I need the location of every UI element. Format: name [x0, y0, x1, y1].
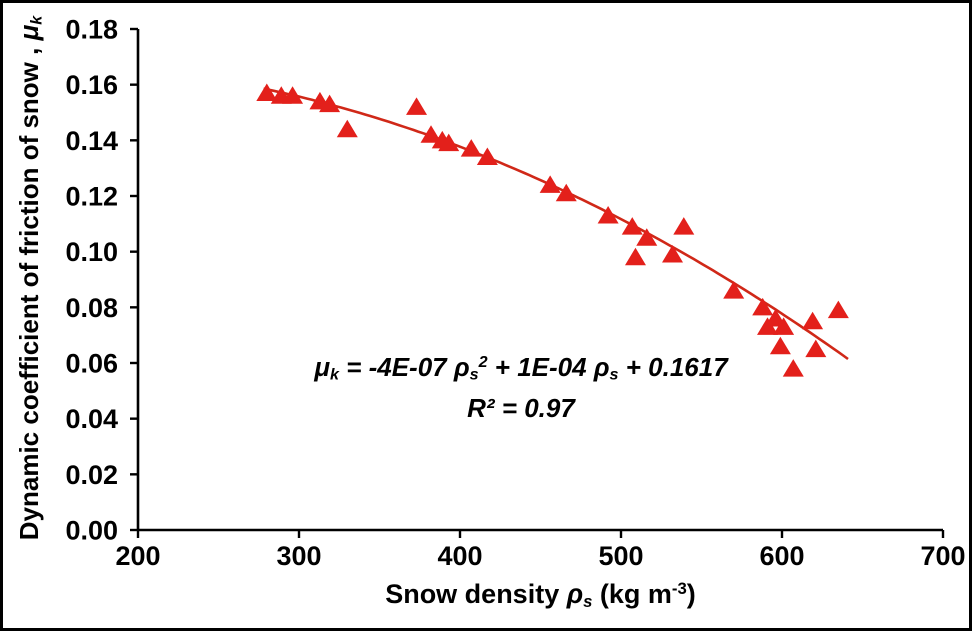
- x-tick-label: 700: [920, 541, 965, 571]
- data-point-triangle: [723, 281, 745, 299]
- y-axis-title-text: Dynamic coefficient of friction of snow …: [14, 40, 44, 541]
- equation-line-1: μk = -4E-07 ρs2 + 1E-04 ρs + 0.1617: [271, 345, 771, 391]
- rho-subscript: s: [583, 591, 593, 611]
- equation-mu-sub: k: [330, 365, 339, 384]
- x-tick-label: 600: [759, 541, 804, 571]
- y-tick-label: 0.02: [65, 460, 118, 490]
- x-tick-label: 200: [115, 541, 160, 571]
- data-point-triangle: [256, 83, 278, 102]
- data-point-triangle: [282, 86, 304, 104]
- trendline-equation: μk = -4E-07 ρs2 + 1E-04 ρs + 0.1617 R² =…: [271, 345, 771, 425]
- x-tick-label: 400: [437, 541, 482, 571]
- x-axis-title-text: Snow density: [385, 579, 567, 610]
- y-tick-label: 0.08: [65, 293, 118, 323]
- data-point-triangle: [597, 205, 619, 224]
- equation-rho-1: ρ: [453, 351, 470, 382]
- data-point-triangle: [438, 133, 460, 152]
- data-point-triangle: [476, 147, 498, 166]
- y-tick-label: 0.00: [65, 516, 118, 546]
- mu-subscript: k: [27, 15, 46, 25]
- y-tick-label: 0.16: [65, 70, 118, 100]
- data-point-triangle: [406, 97, 428, 115]
- y-tick-label: 0.14: [65, 126, 118, 156]
- data-point-triangle: [621, 217, 643, 235]
- y-tick-label: 0.10: [65, 237, 118, 267]
- data-point-triangle: [636, 228, 658, 246]
- equation-segment-1: = -4E-07: [338, 351, 454, 382]
- data-point-triangle: [805, 339, 827, 358]
- x-tick-label: 500: [598, 541, 643, 571]
- equation-rho-2: ρ: [593, 351, 610, 382]
- data-point-triangle: [336, 119, 358, 138]
- data-point-triangle: [460, 139, 482, 157]
- equation-mu: μ: [314, 351, 330, 382]
- y-tick-label: 0.12: [65, 182, 118, 212]
- y-tick-label: 0.06: [65, 349, 118, 379]
- data-point-triangle: [673, 217, 695, 235]
- data-point-triangle: [624, 247, 646, 266]
- equation-rho-1-exponent: 2: [478, 353, 488, 371]
- data-point-triangle: [773, 317, 795, 335]
- x-axis-unit-exponent: -3: [671, 579, 687, 598]
- y-axis-title: Dynamic coefficient of friction of snow …: [14, 0, 48, 578]
- data-point-triangle: [827, 300, 849, 319]
- x-axis-unit-open: (kg m: [592, 579, 672, 610]
- x-axis-unit-close: ): [686, 579, 696, 610]
- equation-segment-3: + 0.1617: [618, 351, 728, 382]
- mu-symbol: μ: [14, 24, 44, 41]
- equation-rho-2-sub: s: [609, 365, 619, 384]
- y-tick-label: 0.04: [65, 404, 118, 434]
- data-point-triangle: [752, 297, 774, 316]
- data-point-triangle: [662, 244, 684, 263]
- x-axis-title: Snow density ρs (kg m-3): [138, 579, 943, 612]
- rho-symbol: ρ: [566, 579, 584, 610]
- data-point-triangle: [769, 336, 791, 355]
- data-point-triangle: [539, 175, 561, 193]
- data-point-triangle: [802, 311, 824, 330]
- data-point-triangle: [420, 125, 442, 143]
- equation-rho-1-sub: s: [469, 365, 479, 384]
- equation-line-2: R² = 0.97: [467, 393, 575, 424]
- data-point-triangle: [555, 183, 577, 202]
- data-point-triangle: [782, 359, 804, 377]
- data-point-triangle: [319, 94, 341, 113]
- y-tick-label: 0.18: [65, 15, 118, 45]
- x-tick-label: 300: [276, 541, 321, 571]
- equation-segment-2: + 1E-04: [487, 351, 594, 382]
